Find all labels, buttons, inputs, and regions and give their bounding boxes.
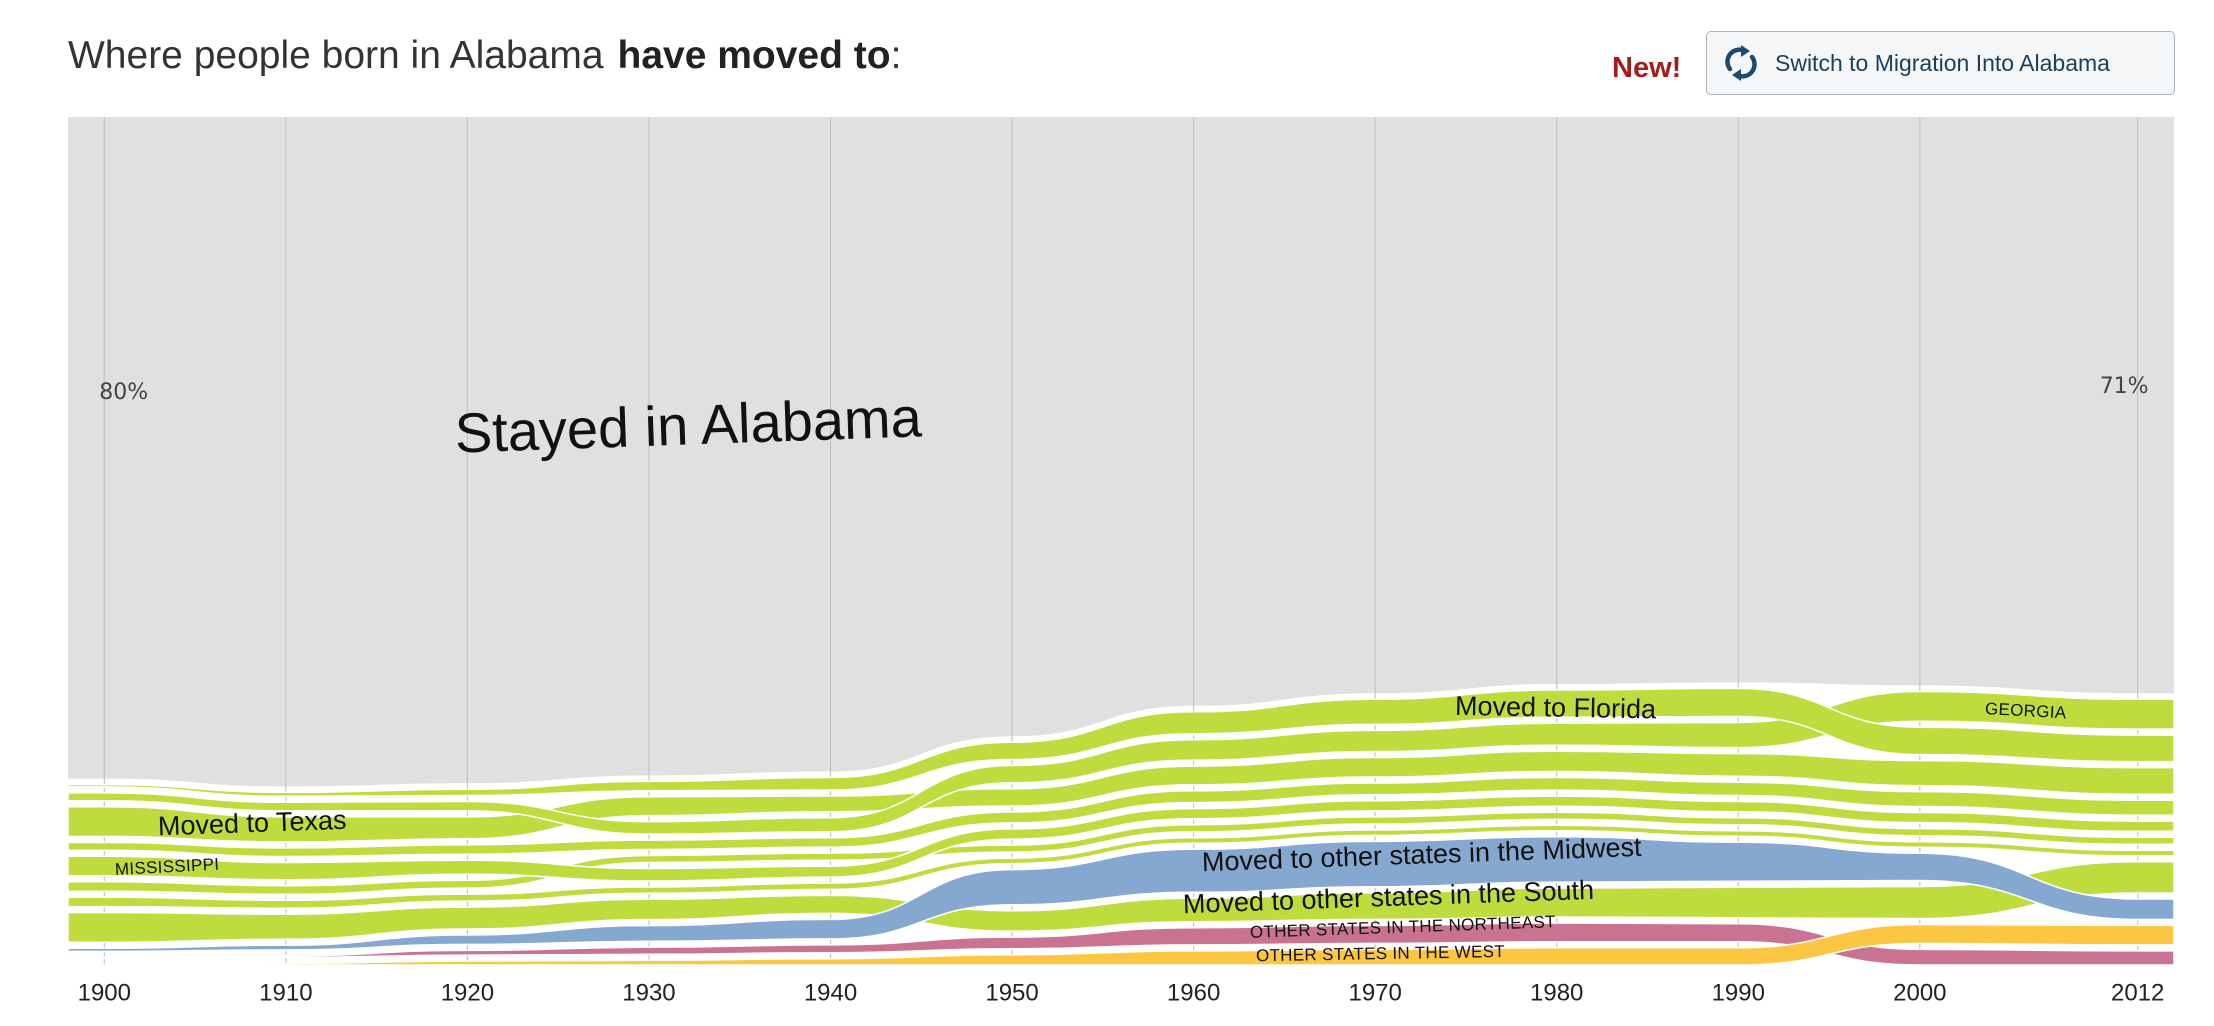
x-tick-2012: 2012 [2111,979,2164,1006]
band-stayed-in-alabama [68,117,2174,787]
label-moved-to-florida: Moved to Florida [1455,691,1658,725]
ribbon-louisiana [67,811,2175,896]
label-moved-to-texas: Moved to Texas [157,805,347,842]
x-tick-2000: 2000 [1893,979,1946,1006]
ribbon-tennessee [67,776,2175,858]
title-bold: have moved to [617,34,891,77]
x-tick-1910: 1910 [259,979,312,1006]
annotation-80: 80% [99,380,148,405]
annotation-71: 71% [2100,374,2149,399]
x-tick-1940: 1940 [804,979,857,1006]
ribbon-mississippi [67,795,2175,882]
chart-title: Where people born in Alabama have moved t… [68,34,901,78]
new-badge: New! [1612,52,1682,84]
switch-migration-button[interactable]: Switch to Migration Into Alabama [1706,31,2175,95]
ribbon-moved-to-florida [67,687,2175,798]
x-tick-1950: 1950 [985,979,1038,1006]
ribbon-moved-to-other-states-in-the-midwest [67,835,2175,953]
x-tick-1900: 1900 [78,979,131,1006]
x-tick-1980: 1980 [1530,979,1583,1006]
ribbon-georgia [67,690,2175,835]
x-tick-1990: 1990 [1712,979,1765,1006]
x-tick-1970: 1970 [1348,979,1401,1006]
x-tick-1920: 1920 [441,979,494,1006]
refresh-icon [1725,45,1757,81]
x-tick-1930: 1930 [622,979,675,1006]
ribbon-moved-to-other-states-in-the-south [67,861,2175,944]
ribbon-moved-to-other-states-in-the-northeast [67,922,2175,966]
label-west: OTHER STATES IN THE WEST [1256,942,1505,965]
title-prefix: Where people born in Alabama [68,34,604,77]
title-suffix: : [890,34,902,77]
ribbon-moved-to-other-states-in-the-west [67,923,2175,966]
label-georgia: GEORGIA [1985,699,2068,722]
ribbon-arkansas [67,824,2175,909]
switch-button-label: Switch to Migration Into Alabama [1775,49,2110,76]
x-tick-1960: 1960 [1167,979,1220,1006]
